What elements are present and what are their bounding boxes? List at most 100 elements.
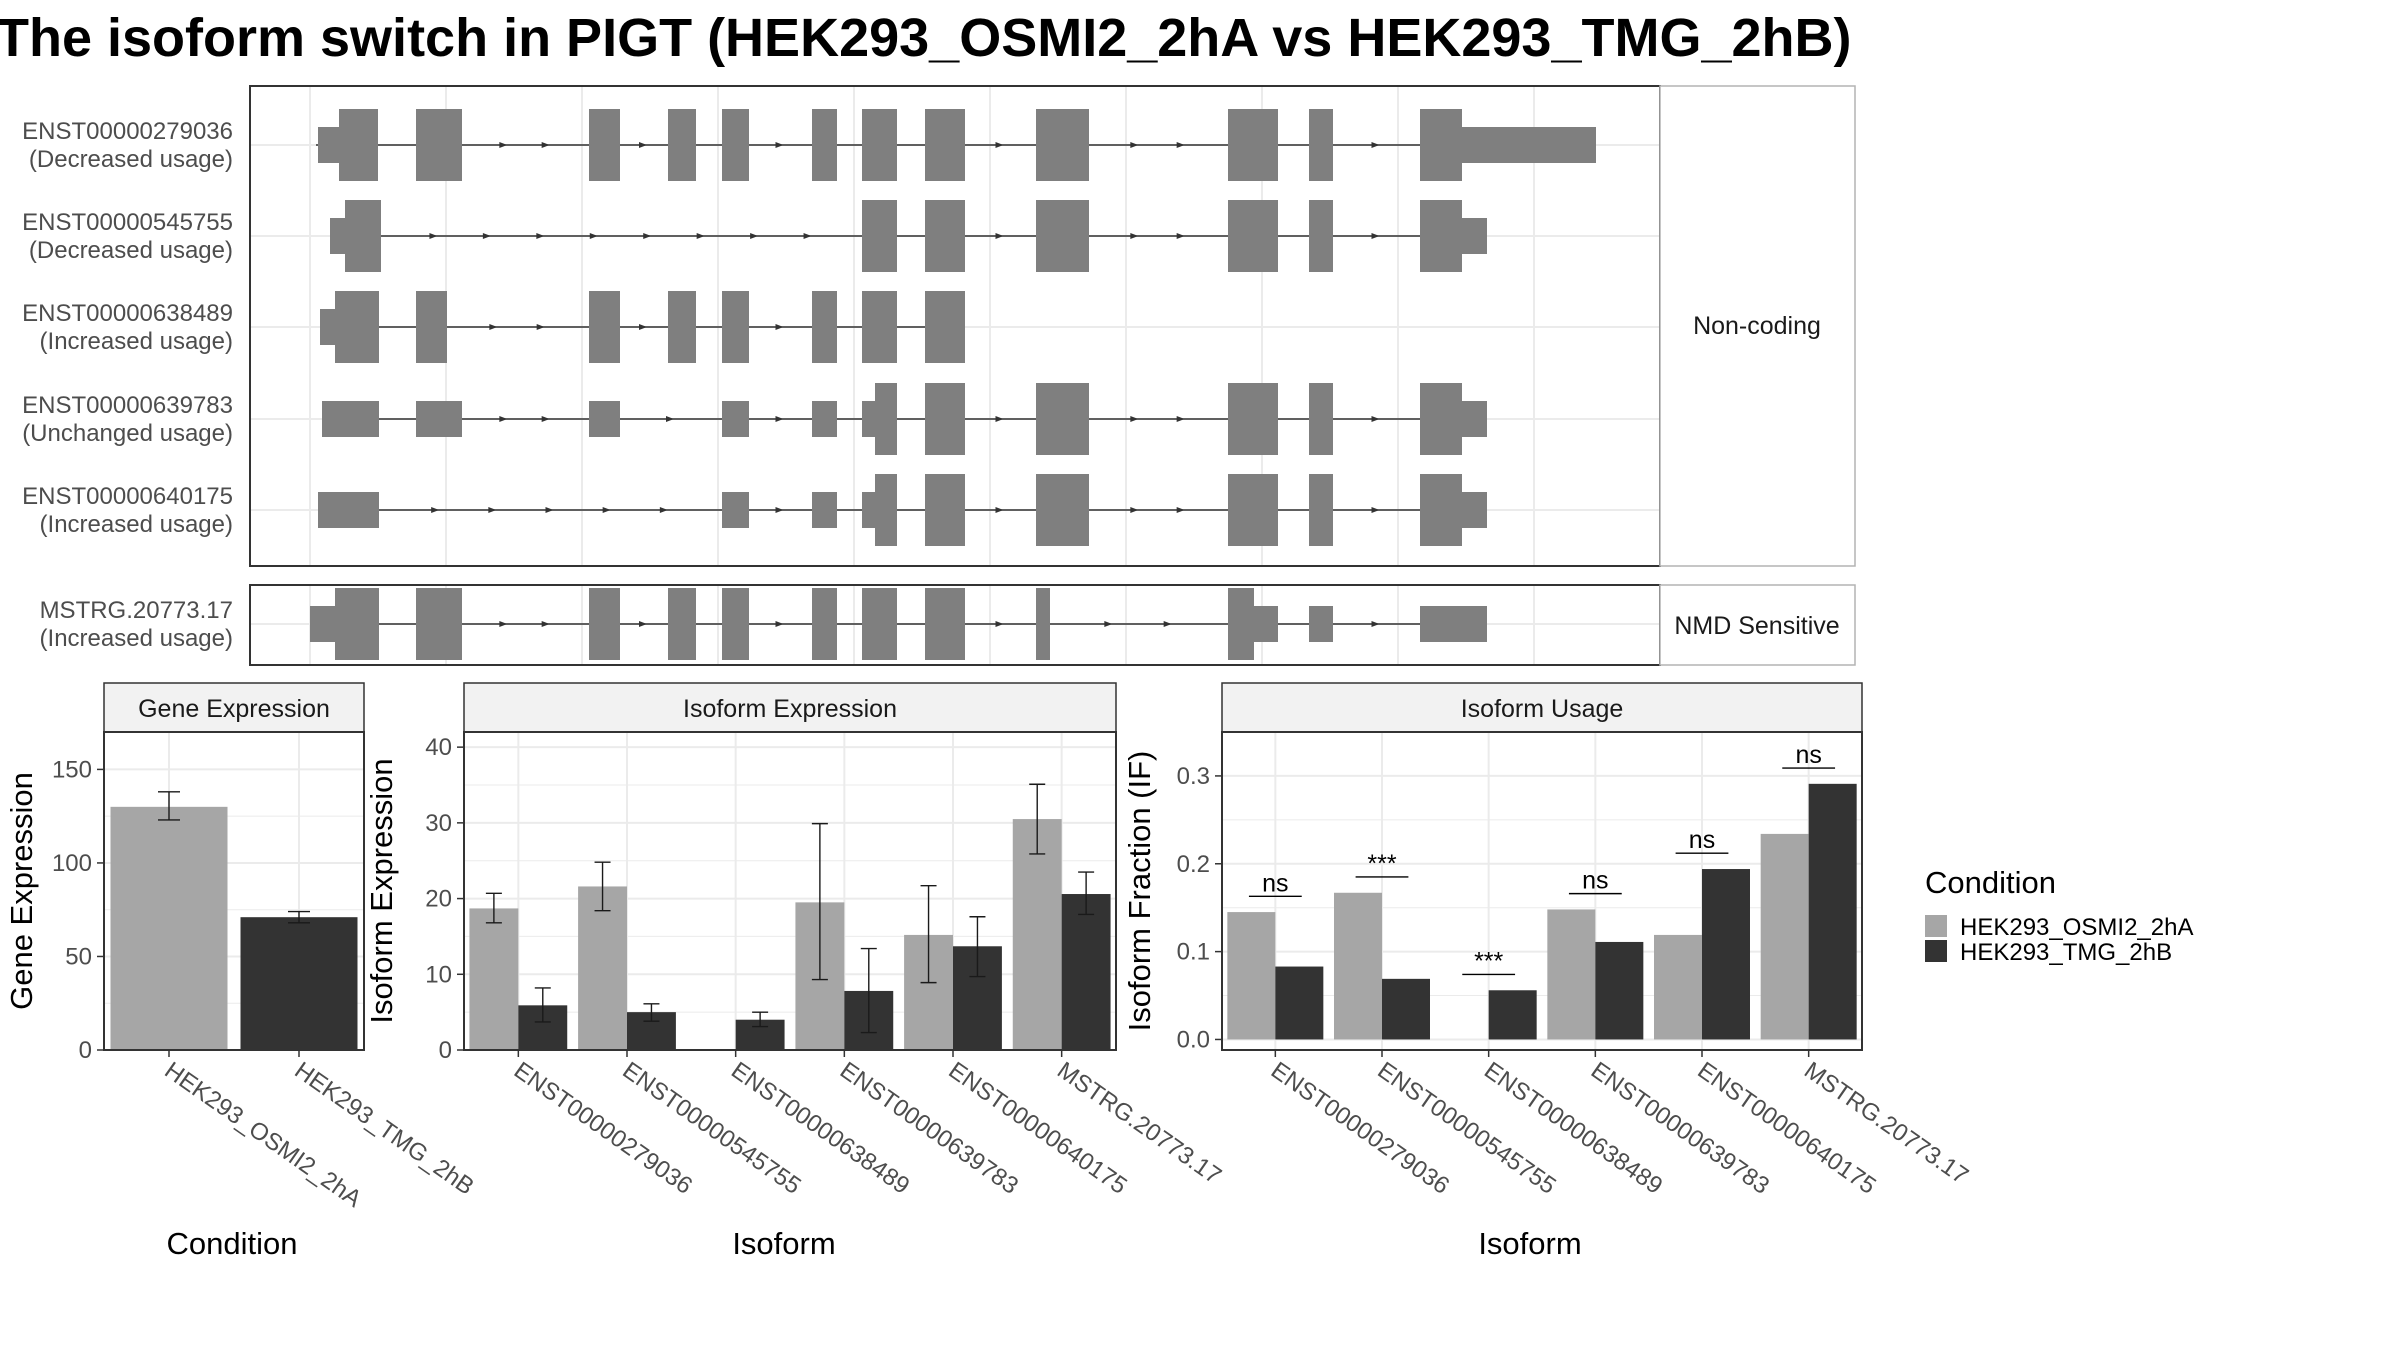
utr-block	[589, 401, 620, 437]
isoform-label-usage: (Increased usage)	[40, 328, 233, 355]
exon-block	[862, 588, 897, 660]
intron-arrow	[775, 324, 784, 330]
isoform-label-id: ENST00000545755	[22, 209, 233, 236]
intron-arrow	[995, 233, 1004, 239]
isoform-labels: ENST00000279036 (Decreased usage) ENST00…	[22, 118, 233, 652]
bar	[1227, 912, 1276, 1040]
exon-block	[1309, 109, 1333, 181]
isoform-usage-chart: Isoform Usage ns *** *** ns ns ns 0.0 0.1 0.2 0.3 E…	[1122, 682, 1973, 1261]
strip-nmd	[1659, 584, 1856, 666]
intron-arrow	[536, 233, 545, 239]
intron-arrow	[1371, 621, 1380, 627]
intron-arrow	[1176, 233, 1185, 239]
bar	[1808, 783, 1857, 1040]
bar	[1760, 833, 1809, 1040]
intron-arrow	[696, 233, 705, 239]
exon-block	[1309, 383, 1333, 455]
bar	[1595, 941, 1644, 1040]
exon-block	[416, 109, 462, 181]
significance-label: ns	[1582, 867, 1608, 895]
exon-block	[345, 200, 381, 272]
intron-arrow	[1163, 621, 1172, 627]
exon-block	[589, 588, 620, 660]
x-tick-label: ENST00000640175	[944, 1057, 1132, 1200]
exon-block	[1309, 200, 1333, 272]
bar	[240, 917, 358, 1050]
structure-transcripts	[310, 109, 1596, 660]
isoform-label-usage: (Decreased usage)	[29, 237, 233, 264]
bar	[1382, 978, 1430, 1040]
utr-block	[1462, 401, 1487, 437]
intron-arrow	[995, 142, 1004, 148]
bar	[1702, 869, 1750, 1040]
exon-block	[589, 291, 620, 363]
x-axis-title: Condition	[167, 1226, 298, 1261]
y-tick-label: 10	[425, 961, 452, 988]
exon-block	[812, 291, 837, 363]
y-tick-label: 0.0	[1177, 1026, 1210, 1053]
intron-arrow	[659, 507, 668, 513]
y-tick-label: 50	[65, 943, 92, 970]
intron-arrow	[1371, 416, 1380, 422]
exon-block	[862, 200, 897, 272]
exon-block	[812, 109, 837, 181]
intron-arrow	[639, 621, 647, 627]
isoform-label-id: ENST00000279036	[22, 118, 233, 145]
isoform-label-usage: (Increased usage)	[40, 625, 233, 652]
intron-arrow	[1176, 142, 1185, 148]
group-label-nmd: NMD Sensitive	[1674, 612, 1839, 640]
isoform-label-usage: (Increased usage)	[40, 511, 233, 538]
exon-block	[812, 588, 837, 660]
exon-block	[1036, 474, 1089, 546]
intron-arrow	[536, 324, 545, 330]
intron-arrow	[1371, 142, 1380, 148]
x-tick-label: ENST00000638489	[726, 1057, 914, 1200]
exon-block	[1228, 200, 1278, 272]
utr-block	[722, 401, 749, 437]
bar	[110, 806, 228, 1050]
exon-block	[668, 109, 696, 181]
utr-block	[318, 127, 339, 163]
intron-arrow	[775, 621, 784, 627]
intron-arrow	[643, 233, 652, 239]
x-tick-label: ENST00000639783	[1586, 1057, 1774, 1200]
exon-block	[668, 291, 696, 363]
intron-arrow	[995, 416, 1004, 422]
bar	[1488, 990, 1537, 1040]
x-tick-label: ENST00000640175	[1693, 1057, 1881, 1200]
utr-block	[320, 309, 335, 345]
bar	[469, 908, 519, 1050]
intron-arrow	[803, 233, 812, 239]
legend-entry: HEK293_TMG_2hB	[1960, 939, 2172, 966]
intron-arrow	[429, 233, 438, 239]
y-tick-label: 100	[52, 850, 92, 877]
legend-swatch-osmi	[1925, 915, 1947, 937]
utr-block	[322, 401, 379, 437]
exon-block	[722, 588, 749, 660]
legend: Condition HEK293_OSMI2_2hA HEK293_TMG_2h…	[1925, 865, 2193, 966]
y-axis-title: Isoform Expression	[364, 758, 399, 1023]
significance-label: ns	[1689, 826, 1715, 854]
intron-arrow	[489, 324, 498, 330]
intron-arrow	[499, 142, 508, 148]
y-axis-title: Gene Expression	[4, 772, 39, 1010]
y-tick-label: 40	[425, 734, 452, 761]
x-axis-title: Isoform	[732, 1226, 835, 1261]
intron-arrow	[499, 416, 508, 422]
isoform-expression-chart: Isoform Expression 0 10 20 30 40 ENST000002790…	[364, 682, 1226, 1261]
exon-block	[925, 200, 965, 272]
x-tick-label: ENST00000638489	[1479, 1057, 1667, 1200]
bar	[1547, 909, 1596, 1040]
exon-block	[416, 291, 447, 363]
intron-arrow	[639, 324, 647, 330]
panel-strip	[1221, 682, 1863, 733]
isoform-label-usage: (Unchanged usage)	[22, 420, 233, 447]
utr-block	[330, 218, 345, 254]
exon-block	[1036, 588, 1050, 660]
intron-arrow	[499, 621, 508, 627]
intron-arrow	[1104, 621, 1113, 627]
x-tick-label: ENST00000279036	[509, 1057, 697, 1200]
bar	[1334, 892, 1382, 1040]
exon-block	[862, 291, 897, 363]
